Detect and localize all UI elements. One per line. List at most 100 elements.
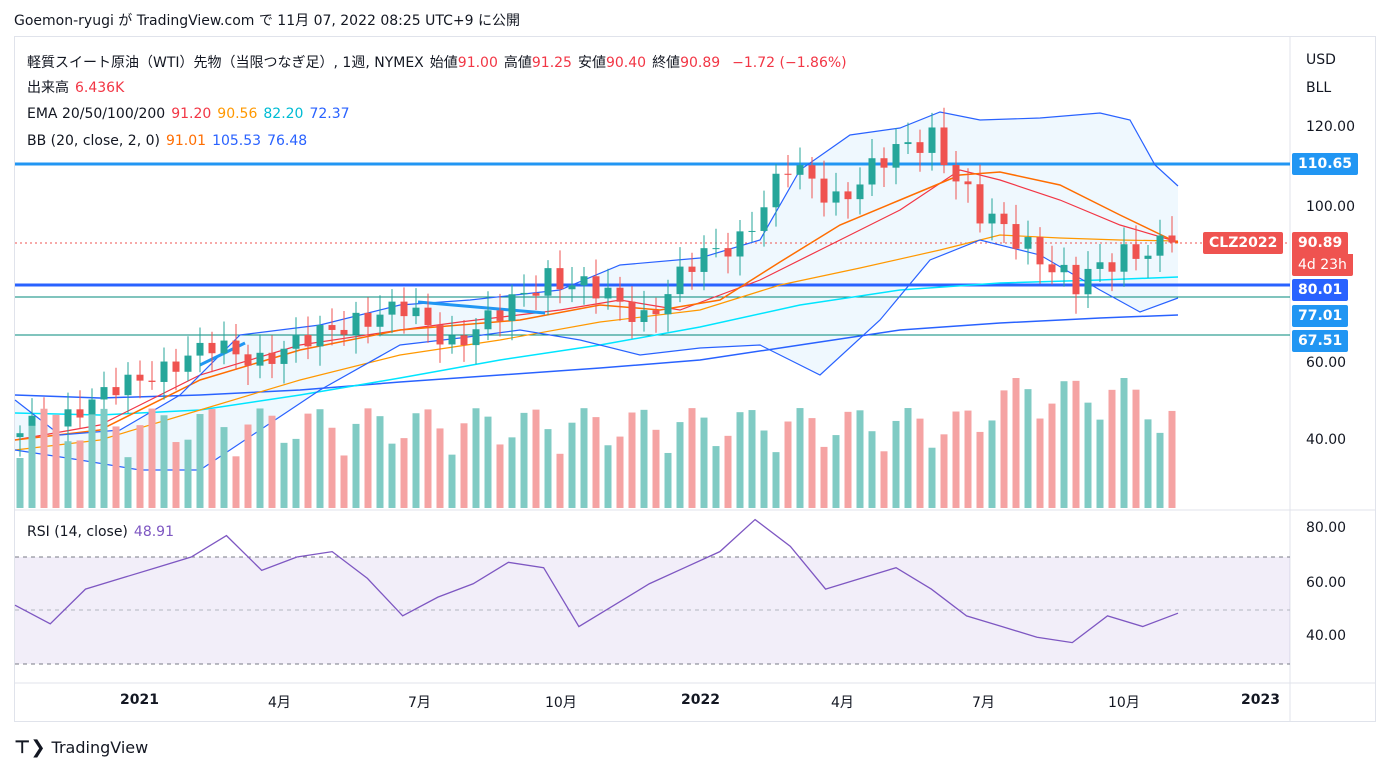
volume-bar — [388, 443, 396, 508]
ema-20-line — [14, 169, 1179, 441]
volume-bar — [808, 418, 816, 508]
candle — [724, 248, 732, 257]
candle — [988, 213, 996, 224]
candle — [400, 301, 408, 317]
volume-bar — [196, 414, 204, 508]
ohlc-value: 91.25 — [531, 55, 572, 71]
candle — [148, 380, 156, 382]
candle — [772, 173, 780, 208]
volume-bar — [952, 411, 960, 508]
volume-bar — [832, 435, 840, 508]
candle — [64, 409, 72, 427]
volume-bar — [256, 408, 264, 508]
ema-200-line — [14, 314, 1179, 399]
volume-bar — [472, 408, 480, 508]
candle — [196, 342, 204, 356]
volume-bar — [148, 408, 156, 508]
candle — [352, 312, 360, 335]
candle — [916, 142, 924, 153]
volume-bar — [292, 438, 300, 508]
candles — [16, 107, 1176, 457]
rsi-line — [14, 518, 1179, 644]
candle — [712, 248, 720, 250]
candle — [76, 409, 84, 418]
candle — [640, 310, 648, 322]
ohlc-value: 90.89 — [680, 55, 721, 71]
candle — [688, 266, 696, 272]
volume-bar — [100, 408, 108, 508]
volume-bar — [1120, 378, 1128, 508]
volume-bar — [964, 410, 972, 508]
candle — [1024, 237, 1032, 249]
volume-bar — [64, 441, 72, 508]
candle — [244, 354, 252, 366]
price-tick: 60.00 — [1306, 355, 1347, 371]
candle — [112, 387, 120, 396]
candle — [676, 266, 684, 295]
volume-bar — [1108, 389, 1116, 508]
candle — [1048, 264, 1056, 273]
volume-bars — [16, 378, 1176, 508]
volume-bar — [244, 424, 252, 508]
rsi-tick: 60.00 — [1306, 575, 1347, 591]
footer-brand[interactable]: ⊤❯ TradingView — [14, 737, 148, 758]
price-tick: 120.00 — [1306, 119, 1355, 135]
candle — [508, 294, 516, 321]
candle — [1072, 264, 1080, 295]
candle — [292, 334, 300, 349]
ohlc-label: 高値 — [503, 55, 532, 71]
indicator-value: 91.01 — [165, 133, 207, 149]
volume-bar — [796, 408, 804, 508]
ohlc-label: 安値 — [577, 55, 606, 71]
price-tick: 40.00 — [1306, 432, 1347, 448]
time-tick: 10月 — [1108, 695, 1140, 711]
volume-bar — [448, 454, 456, 508]
volume-bar — [76, 440, 84, 508]
volume-bar — [460, 423, 468, 508]
candle — [340, 329, 348, 335]
volume-bar — [52, 414, 60, 508]
volume-bar — [328, 427, 336, 508]
indicator-value: 76.48 — [267, 133, 308, 149]
candle — [364, 312, 372, 327]
candle — [1036, 237, 1044, 265]
volume-bar — [976, 431, 984, 508]
candle — [820, 178, 828, 203]
candle — [232, 340, 240, 355]
volume-bar — [988, 420, 996, 508]
chart-container[interactable] — [14, 36, 1376, 722]
candle — [448, 335, 456, 345]
candle — [544, 268, 552, 296]
tradingview-logo-icon: ⊤❯ — [14, 737, 46, 758]
legend-ema: EMA 20/50/100/200 91.20 90.56 82.20 72.37 — [27, 106, 350, 122]
volume-bar — [124, 457, 132, 508]
indicator-value: 91.20 — [171, 106, 212, 122]
volume-bar — [580, 408, 588, 508]
legend-rsi: RSI (14, close) 48.91 — [27, 524, 174, 540]
candle — [496, 310, 504, 321]
time-tick: 2022 — [681, 692, 720, 708]
candle — [1168, 235, 1176, 243]
rsi-tick: 40.00 — [1306, 628, 1347, 644]
legend-symbol: 軽質スイート原油（WTI）先物（当限つなぎ足）, 1週, NYMEX 始値91.0… — [27, 54, 853, 72]
volume-bar — [1096, 419, 1104, 508]
candle — [436, 325, 444, 345]
publish-credit: Goemon-ryugi が TradingView.com で 11月 07,… — [14, 13, 520, 29]
volume-bar — [1084, 402, 1092, 508]
volume-bar — [892, 420, 900, 508]
volume-bar — [904, 408, 912, 508]
indicator-value: 82.20 — [263, 106, 304, 122]
candle — [568, 285, 576, 290]
candle — [520, 292, 528, 295]
rsi-band — [15, 557, 1290, 664]
candle — [160, 361, 168, 382]
candle — [604, 287, 612, 299]
volume-bar — [316, 409, 324, 508]
time-tick: 10月 — [545, 695, 577, 711]
volume-bar — [868, 431, 876, 508]
candle — [1060, 264, 1068, 273]
candle — [1000, 213, 1008, 225]
candle — [472, 329, 480, 346]
volume-bar — [712, 446, 720, 508]
